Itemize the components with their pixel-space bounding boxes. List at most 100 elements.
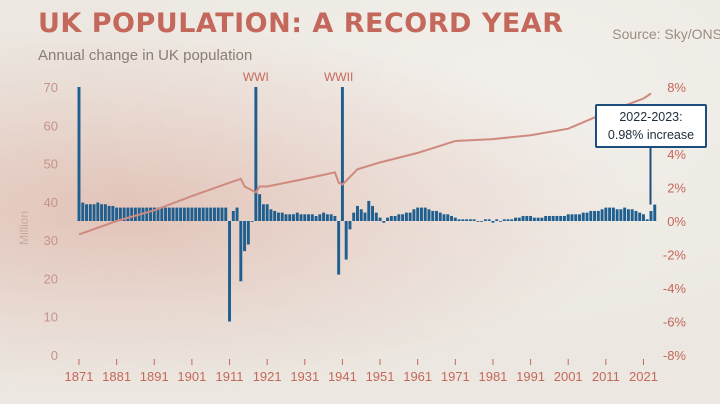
left-axis-tick-label: 40 [44, 195, 58, 210]
annual-change-bars [77, 87, 657, 322]
change-bar [570, 214, 574, 221]
change-bar [536, 217, 540, 221]
change-bar [495, 219, 499, 221]
change-bar [461, 219, 465, 221]
change-bar [175, 207, 179, 221]
change-bar [156, 207, 160, 221]
change-bar [585, 212, 589, 221]
change-bar [374, 212, 378, 221]
change-bar [194, 207, 198, 221]
change-bar [412, 209, 416, 221]
change-bar [107, 205, 111, 221]
change-bar [593, 210, 597, 221]
change-bar [378, 217, 382, 221]
change-bar [344, 221, 348, 260]
change-bar [540, 217, 544, 221]
change-bar [85, 204, 88, 221]
change-bar [611, 207, 615, 221]
change-bar [521, 215, 525, 221]
x-axis-tick-label: 1941 [328, 369, 357, 384]
change-bar [427, 209, 431, 221]
change-bar [239, 221, 243, 282]
change-bar [171, 207, 175, 221]
change-bar [258, 194, 262, 221]
change-bar [476, 221, 480, 222]
change-bar [246, 221, 250, 245]
change-bar [423, 207, 427, 221]
x-axis-tick-label: 2001 [554, 369, 583, 384]
left-axis-tick-label: 10 [44, 310, 58, 325]
change-bar [626, 209, 630, 221]
change-bar [288, 214, 292, 221]
population-line [78, 92, 652, 236]
change-bar [152, 207, 156, 221]
change-bar [491, 221, 495, 223]
change-bar [130, 207, 134, 221]
change-bar [363, 212, 367, 221]
change-bar [559, 215, 563, 221]
change-bar [483, 219, 487, 221]
x-axis-tick-label: 1991 [516, 369, 545, 384]
change-bar [307, 214, 311, 221]
war-annotation-label: WWI [243, 70, 269, 84]
change-bar [356, 205, 359, 221]
x-axis-tick-label: 1971 [441, 369, 470, 384]
change-bar [404, 212, 408, 221]
x-axis-tick-label: 1981 [478, 369, 507, 384]
change-bar [596, 210, 600, 221]
change-bar [205, 207, 209, 221]
change-bar [604, 207, 608, 221]
right-axis-tick-label: -4% [663, 281, 687, 296]
right-axis-tick-label: 0% [667, 214, 686, 229]
change-bar [250, 221, 254, 222]
change-bar [393, 215, 397, 221]
change-bar [506, 219, 510, 221]
left-axis-tick-label: 20 [44, 271, 58, 286]
change-bar [472, 219, 476, 221]
change-bar [299, 214, 303, 221]
change-bar [589, 210, 593, 221]
change-bar [555, 215, 559, 221]
war-annotations: WWI WWII [243, 70, 353, 84]
left-axis-tick-label: 30 [44, 233, 58, 248]
change-bar [435, 210, 438, 221]
change-bar [284, 214, 288, 221]
change-bar [261, 204, 265, 221]
change-bar [457, 219, 461, 221]
change-bar [228, 221, 231, 322]
change-bar [419, 207, 423, 221]
change-bar [340, 87, 344, 221]
change-bar [600, 209, 604, 221]
change-bar [450, 215, 454, 221]
change-bar [182, 207, 186, 221]
change-bar [502, 219, 506, 221]
change-bar [209, 207, 213, 221]
x-axis-tick-label: 2011 [592, 369, 620, 384]
right-axis-tick-label: -6% [663, 315, 687, 330]
change-bar [310, 214, 314, 221]
change-bar [608, 207, 612, 221]
callout-box: 2022-2023: 0.98% increase [595, 104, 707, 148]
left-axis-tick-label: 50 [44, 157, 58, 172]
change-bar [333, 215, 337, 221]
left-axis-tick-label: 60 [44, 118, 58, 133]
change-bar [619, 209, 623, 221]
change-bar [243, 221, 247, 252]
change-bar [303, 214, 307, 221]
change-bar [115, 207, 119, 221]
change-bar [92, 204, 96, 221]
change-bar [438, 212, 442, 221]
change-bar [254, 87, 258, 221]
right-axis-tick-label: -8% [663, 348, 687, 363]
change-bar [231, 210, 235, 221]
callout-line-2: 0.98% increase [607, 128, 695, 142]
change-bar [359, 209, 363, 221]
change-bar [653, 204, 657, 221]
change-bar [408, 212, 412, 221]
change-bar [649, 210, 653, 221]
change-bar [149, 207, 152, 221]
change-bar [397, 214, 401, 221]
change-bar [525, 215, 529, 221]
change-bar [118, 207, 122, 221]
change-bar [337, 221, 341, 275]
